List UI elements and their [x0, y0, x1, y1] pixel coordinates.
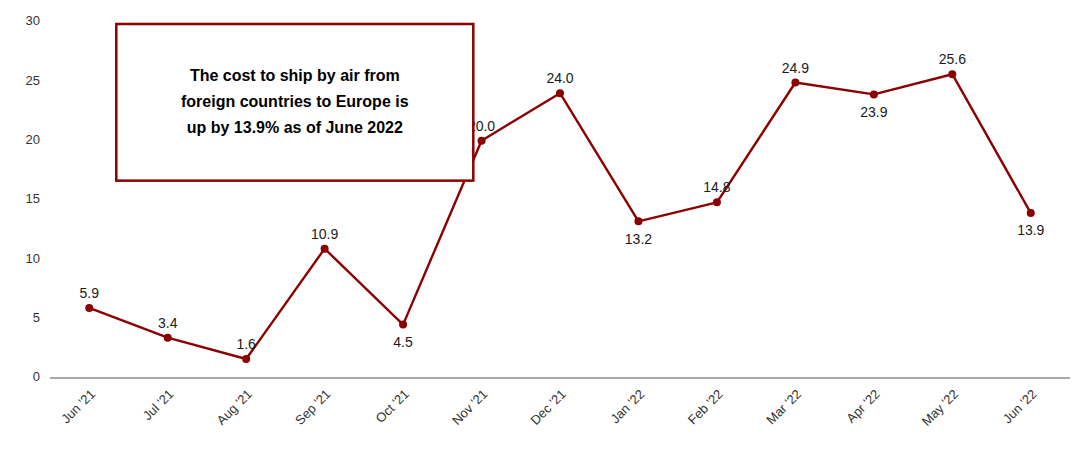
marker [791, 79, 799, 87]
x-tick-label: May '22 [919, 386, 962, 429]
x-tick-label: Jan '22 [607, 386, 647, 426]
y-tick-label: 5 [33, 310, 40, 325]
marker [85, 304, 93, 312]
chart-container: 0 5 10 15 20 25 30 Jun '21 Jul '21 Aug '21 Sep '21… [0, 0, 1092, 450]
x-axis-line [50, 378, 1070, 379]
x-tick-label: Oct '21 [373, 386, 412, 425]
x-tick-label: Sep '21 [292, 386, 333, 427]
y-tick-label: 15 [26, 191, 40, 206]
x-tick-label: Jun '22 [1000, 386, 1040, 426]
data-labels: 5.93.41.610.94.520.024.013.214.824.923.9… [79, 51, 1044, 352]
x-tick-label: Feb '22 [685, 386, 726, 427]
marker [164, 334, 172, 342]
data-label: 23.9 [860, 104, 887, 120]
y-tick-label: 25 [26, 73, 40, 88]
data-label: 1.6 [236, 336, 256, 352]
y-tick-label: 0 [33, 369, 40, 384]
annotation-text: foreign countries to Europe is [181, 93, 409, 110]
marker [634, 217, 642, 225]
x-tick-label: Nov '21 [449, 386, 490, 427]
x-tick-label: Mar '22 [763, 386, 804, 427]
x-tick-label: Dec '21 [527, 386, 568, 427]
marker [399, 321, 407, 329]
y-tick-label: 20 [26, 132, 40, 147]
annotation-text: up by 13.9% as of June 2022 [187, 119, 403, 136]
x-tick-label: Jun '21 [58, 386, 98, 426]
annotation: The cost to ship by air from foreign coun… [116, 24, 473, 181]
data-label: 24.0 [546, 70, 573, 86]
data-label: 13.2 [625, 231, 652, 247]
annotation-text: The cost to ship by air from [190, 67, 400, 84]
data-label: 5.9 [79, 285, 99, 301]
marker [478, 137, 486, 145]
data-label: 14.8 [703, 179, 730, 195]
marker [713, 198, 721, 206]
y-tick-label: 10 [26, 251, 40, 266]
marker [948, 70, 956, 78]
chart-svg: 0 5 10 15 20 25 30 Jun '21 Jul '21 Aug '21 Sep '21… [0, 0, 1092, 450]
y-axis: 0 5 10 15 20 25 30 [26, 13, 40, 384]
data-label: 25.6 [939, 51, 966, 67]
x-axis: Jun '21 Jul '21 Aug '21 Sep '21 Oct '21 Nov '… [58, 386, 1040, 429]
x-tick-label: Jul '21 [140, 386, 177, 423]
marker [1027, 209, 1035, 217]
marker [556, 89, 564, 97]
x-tick-label: Apr '22 [843, 386, 882, 425]
data-label: 4.5 [393, 334, 413, 350]
data-label: 10.9 [311, 226, 338, 242]
data-label: 3.4 [158, 315, 178, 331]
annotation-box [116, 24, 473, 181]
y-tick-label: 30 [26, 13, 40, 28]
marker [321, 245, 329, 253]
data-label: 24.9 [782, 60, 809, 76]
marker [242, 355, 250, 363]
data-label: 13.9 [1017, 222, 1044, 238]
x-tick-label: Aug '21 [214, 386, 255, 427]
marker [870, 90, 878, 98]
